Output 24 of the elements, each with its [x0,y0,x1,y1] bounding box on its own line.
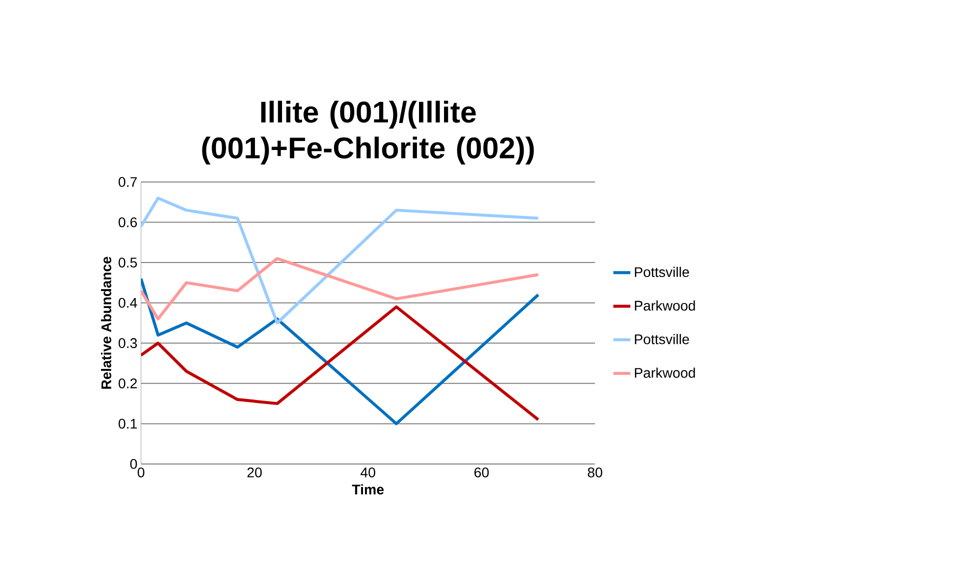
x-tick-label: 40 [360,467,376,478]
y-tick-label: 0.4 [118,298,138,308]
y-tick-label: 0.3 [118,338,137,348]
line-series [141,305,540,422]
legend-label: Pottsville [634,266,689,278]
legend-label: Pottsville [634,334,689,344]
y-tick-label: 0.2 [118,378,137,388]
x-tick-label: 20 [247,467,262,478]
y-tick-label: 0.1 [118,418,137,429]
chart-title: Illite (001)/(Illite (001)+Fe-Chlorite (002)) [202,100,534,164]
y-tick-label: 0.6 [118,217,137,228]
x-tick-label: 60 [474,467,489,478]
legend-label: Parkwood [634,300,695,311]
y-tick-label: 0.5 [118,258,137,268]
y-tick-label: 0 [130,459,137,469]
legend-label: Parkwood [634,368,695,378]
line-series [141,257,540,320]
line-series [141,196,540,324]
x-tick-label: 0 [138,467,144,478]
x-axis-title: Time [352,484,384,494]
x-tick-label: 80 [588,467,602,478]
line-series [141,277,540,426]
y-axis-title: Relative Abundance [101,256,112,389]
y-tick-label: 0.7 [118,177,137,187]
